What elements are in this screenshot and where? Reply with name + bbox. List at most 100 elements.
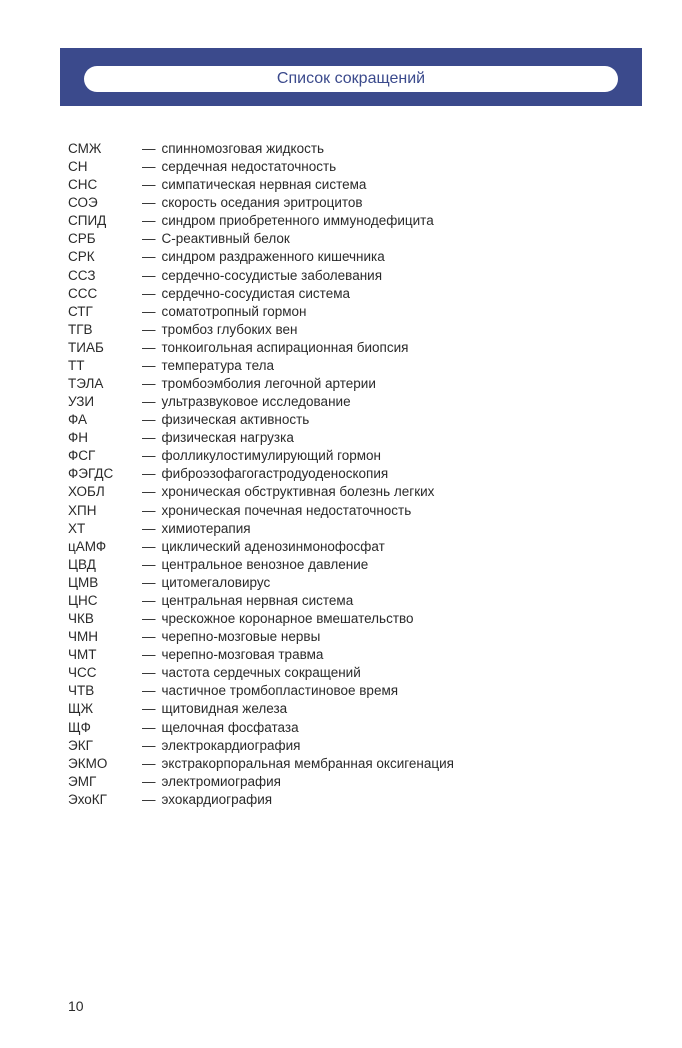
em-dash: — — [142, 520, 156, 538]
abbr-definition-text: черепно-мозговая травма — [162, 646, 324, 664]
abbr-definition: —экстракорпоральная мембранная оксигенац… — [142, 755, 454, 773]
abbr-term: СРБ — [68, 230, 142, 248]
abbr-definition-text: физическая активность — [162, 411, 310, 429]
abbr-row: ЧСС—частота сердечных сокращений — [68, 664, 642, 682]
abbr-term: ФН — [68, 429, 142, 447]
abbr-term: ЧТВ — [68, 682, 142, 700]
abbr-term: ЭКГ — [68, 737, 142, 755]
abbr-row: ЦНС—центральная нервная система — [68, 592, 642, 610]
abbr-definition-text: щитовидная железа — [162, 700, 288, 718]
em-dash: — — [142, 158, 156, 176]
abbr-definition: —частота сердечных сокращений — [142, 664, 361, 682]
abbr-definition: —физическая нагрузка — [142, 429, 294, 447]
abbr-row: ФЭГДС—фиброэзофагогастродуоденоскопия — [68, 465, 642, 483]
abbr-row: СН—сердечная недостаточность — [68, 158, 642, 176]
page-title: Список сокращений — [84, 66, 618, 92]
abbr-term: ЦНС — [68, 592, 142, 610]
abbr-definition-text: щелочная фосфатаза — [162, 719, 299, 737]
em-dash: — — [142, 303, 156, 321]
abbr-definition: —электрокардиография — [142, 737, 300, 755]
abbr-definition: — химиотерапия — [142, 520, 251, 538]
abbr-term: ЧКВ — [68, 610, 142, 628]
abbr-term: ЭКМО — [68, 755, 142, 773]
abbr-term: СОЭ — [68, 194, 142, 212]
em-dash: — — [142, 682, 156, 700]
abbr-term: ЧСС — [68, 664, 142, 682]
abbr-definition: —цитомегаловирус — [142, 574, 270, 592]
abbr-row: ЧКВ—чрескожное коронарное вмешательство — [68, 610, 642, 628]
abbr-definition-text: физическая нагрузка — [162, 429, 294, 447]
em-dash: — — [142, 267, 156, 285]
abbr-row: ЧМН— черепно-мозговые нервы — [68, 628, 642, 646]
abbr-definition-text: синдром приобретенного иммунодефицита — [162, 212, 434, 230]
abbr-row: ЦВД—центральное венозное давление — [68, 556, 642, 574]
abbr-row: ЭМГ—электромиография — [68, 773, 642, 791]
abbr-definition-text: фолликулостимулирующий гормон — [162, 447, 382, 465]
abbr-definition: — тонкоигольная аспирационная биопсия — [142, 339, 408, 357]
abbr-term: ЧМН — [68, 628, 142, 646]
abbr-definition-text: спинномозговая жидкость — [162, 140, 325, 158]
abbr-term: ТИАБ — [68, 339, 142, 357]
abbr-term: СРК — [68, 248, 142, 266]
abbr-row: СПИД—синдром приобретенного иммунодефици… — [68, 212, 642, 230]
abbr-definition: — частичное тромбопластиновое время — [142, 682, 398, 700]
em-dash: — — [142, 212, 156, 230]
abbr-row: ЦМВ—цитомегаловирус — [68, 574, 642, 592]
abbr-term: СНС — [68, 176, 142, 194]
abbr-definition-text: частота сердечных сокращений — [162, 664, 361, 682]
abbr-row: СНС—симпатическая нервная система — [68, 176, 642, 194]
abbr-row: СМЖ—спинномозговая жидкость — [68, 140, 642, 158]
em-dash: — — [142, 339, 156, 357]
em-dash: — — [142, 411, 156, 429]
abbr-definition-text: С-реактивный белок — [162, 230, 290, 248]
abbr-definition-text: черепно-мозговые нервы — [162, 628, 321, 646]
abbr-term: ЦМВ — [68, 574, 142, 592]
abbr-definition-text: частичное тромбопластиновое время — [162, 682, 399, 700]
abbr-definition-text: циклический аденозинмонофосфат — [162, 538, 385, 556]
abbr-row: ФСГ—фолликулостимулирующий гормон — [68, 447, 642, 465]
abbr-term: ЧМТ — [68, 646, 142, 664]
abbr-row: ССС—сердечно-сосудистая система — [68, 285, 642, 303]
abbr-row: ЭКМО—экстракорпоральная мембранная оксиг… — [68, 755, 642, 773]
abbr-definition: — черепно-мозговые нервы — [142, 628, 320, 646]
abbr-definition: —хроническая почечная недостаточность — [142, 502, 411, 520]
abbr-row: ЭхоКГ—эхокардиография — [68, 791, 642, 809]
abbr-definition: —фолликулостимулирующий гормон — [142, 447, 381, 465]
abbr-definition: —С-реактивный белок — [142, 230, 290, 248]
abbr-term: ТТ — [68, 357, 142, 375]
em-dash: — — [142, 248, 156, 266]
abbr-definition-text: синдром раздраженного кишечника — [162, 248, 385, 266]
abbr-term: ЭМГ — [68, 773, 142, 791]
abbr-definition: —щелочная фосфатаза — [142, 719, 299, 737]
abbr-definition-text: химиотерапия — [162, 520, 251, 538]
abbr-definition-text: тонкоигольная аспирационная биопсия — [162, 339, 409, 357]
abbr-term: СН — [68, 158, 142, 176]
abbr-term: ХОБЛ — [68, 483, 142, 501]
abbr-definition-text: сердечно-сосудистая система — [162, 285, 351, 303]
abbr-term: ХТ — [68, 520, 142, 538]
abbr-definition-text: эхокардиография — [162, 791, 273, 809]
abbr-row: УЗИ—ультразвуковое исследование — [68, 393, 642, 411]
abbr-term: ХПН — [68, 502, 142, 520]
abbr-definition: —хроническая обструктивная болезнь легки… — [142, 483, 434, 501]
abbr-definition: — сердечно-сосудистая система — [142, 285, 350, 303]
abbr-definition: —циклический аденозинмонофосфат — [142, 538, 385, 556]
abbr-definition: — синдром раздраженного кишечника — [142, 248, 385, 266]
abbr-definition-text: хроническая обструктивная болезнь легких — [162, 483, 435, 501]
abbr-definition: —центральная нервная система — [142, 592, 353, 610]
em-dash: — — [142, 285, 156, 303]
em-dash: — — [142, 194, 156, 212]
abbr-definition: —спинномозговая жидкость — [142, 140, 324, 158]
abbr-term: ССЗ — [68, 267, 142, 285]
em-dash: — — [142, 628, 156, 646]
abbr-term: СМЖ — [68, 140, 142, 158]
em-dash: — — [142, 700, 156, 718]
abbr-definition-text: сердечно-сосудистые заболевания — [162, 267, 383, 285]
abbr-term: ФСГ — [68, 447, 142, 465]
page-number: 10 — [68, 998, 84, 1014]
em-dash: — — [142, 773, 156, 791]
abbr-definition: —черепно-мозговая травма — [142, 646, 323, 664]
abbr-row: СОЭ—скорость оседания эритроцитов — [68, 194, 642, 212]
abbr-term: УЗИ — [68, 393, 142, 411]
abbr-definition-text: ультразвуковое исследование — [162, 393, 351, 411]
